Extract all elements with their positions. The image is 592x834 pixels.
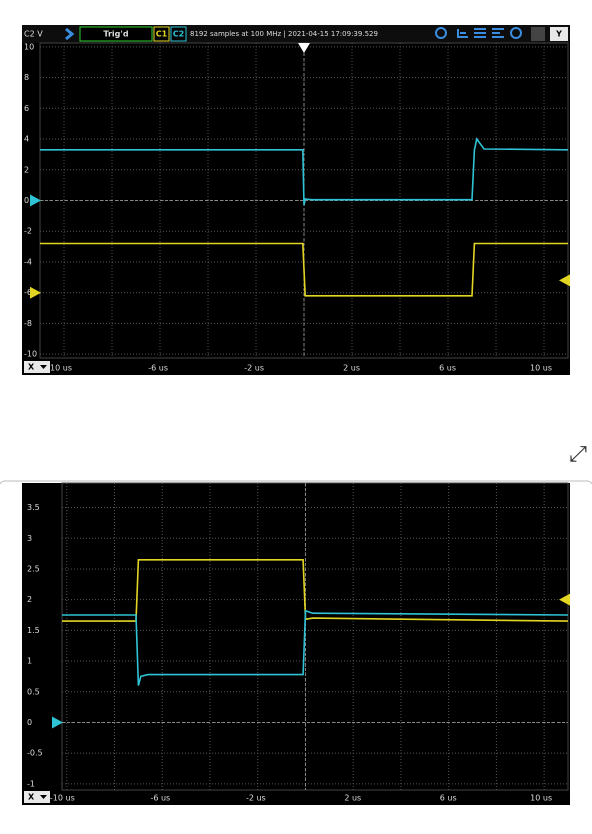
channel-offset-marker[interactable] [52,716,63,729]
toolbar-icon[interactable] [492,28,504,38]
scope-frame [22,483,570,805]
y-unit-label: C2 V [24,30,43,39]
channel-button[interactable] [170,26,187,42]
x-button-text: X [28,793,35,802]
y-tick-label: -1 [27,779,35,788]
trigger-level-marker[interactable] [559,274,570,287]
y-tick-label: 3.5 [27,503,40,512]
run-arrow[interactable] [65,27,75,41]
channel-label: C2 [173,30,184,39]
y-tick-label: -10 [24,350,37,359]
y-button[interactable] [550,27,568,41]
x-tick-label: 6 us [440,794,457,803]
y-tick-label: 4 [24,135,29,144]
y-tick-label: 0 [27,718,32,727]
y-tick-label: 3 [27,534,32,543]
x-button-arrow [40,365,47,369]
y-tick-label: -4 [24,257,32,266]
channel-button[interactable] [153,26,170,42]
channel-offset-marker[interactable] [30,286,41,299]
y-tick-label: 2 [24,165,29,174]
channel-label: C1 [156,30,168,39]
x-button-arrow [40,795,47,799]
y-tick-label: 8 [24,73,29,82]
y-tick-label: 0 [24,196,29,205]
zoom-in-icon[interactable] [435,27,447,39]
x-tick-label: 10 us [530,794,552,803]
plot-border [61,482,569,791]
trace [40,242,568,297]
x-button-text: X [28,363,35,372]
x-tick-label: -10 us [50,794,75,803]
zoom-out-icon[interactable] [510,27,522,39]
channel-offset-marker[interactable] [30,194,41,207]
trigger-level-marker[interactable] [559,593,570,606]
x-tick-label: 2 us [344,794,361,803]
y-tick-label: 0.5 [27,687,40,696]
x-tick-label: -2 us [246,794,266,803]
y-tick-label: 2.5 [27,564,40,573]
x-tick-label: -6 us [148,364,168,373]
y-tick-label: 1 [27,657,32,666]
trigger-status[interactable] [79,26,153,42]
x-tick-label: -6 us [150,794,170,803]
y-tick-label: 10 [24,42,34,51]
y-tick-label: -0.5 [27,749,43,758]
y-tick-label: -6 [24,288,32,297]
settings-icon[interactable] [531,27,545,41]
trigger-status-text: Trig'd [103,30,128,39]
x-button[interactable] [24,791,50,803]
toolbar-icon[interactable] [457,29,468,38]
x-tick-label: 10 us [530,364,552,373]
y-tick-label: 2 [27,595,32,604]
x-button[interactable] [24,361,50,373]
y-tick-label: -8 [24,319,32,328]
toolbar-icon[interactable] [474,28,486,38]
x-tick-label: -10 us [47,364,72,373]
y-tick-label: -2 [24,227,32,236]
y-tick-label: 1.5 [27,626,40,635]
y-button-text: Y [555,30,562,39]
x-tick-label: 2 us [343,364,360,373]
expand-icon[interactable]: ⤢ [569,442,587,467]
y-tick-label: 6 [24,104,29,113]
trigger-time-marker[interactable] [298,43,310,53]
x-tick-label: -2 us [244,364,264,373]
trace [62,609,569,686]
trace [40,137,569,206]
toolbar: C2 V Trig'd C1 C2 8192 samples at 100 MH… [22,25,570,43]
x-tick-label: 6 us [439,364,456,373]
acquisition-info: 8192 samples at 100 MHz | 2021-04-15 17:… [190,30,378,38]
